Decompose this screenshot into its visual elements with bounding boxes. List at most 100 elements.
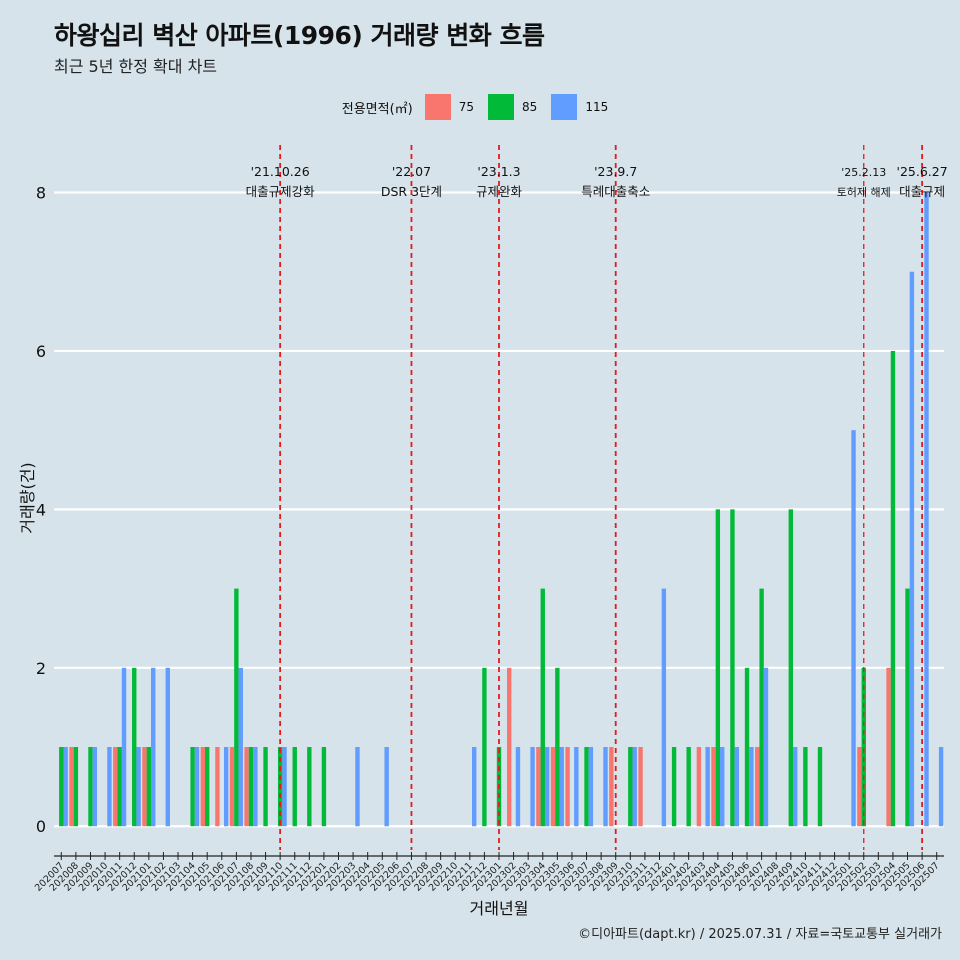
bar-115-202307 (588, 747, 594, 827)
bar-75-202404 (711, 747, 716, 827)
legend-key-85 (488, 94, 515, 120)
bar-75-202306 (565, 747, 570, 827)
bar-85-202406 (744, 667, 750, 827)
bar-85-202304 (540, 588, 545, 827)
bar-115-202304 (544, 747, 550, 827)
bar-85-202011 (117, 747, 122, 827)
bar-115-202306 (574, 747, 579, 827)
bar-85-202407 (759, 588, 764, 827)
bar-115-202010 (107, 747, 112, 827)
event-date-label: '25.2.13 (841, 166, 886, 179)
event-name-label: 특례대출축소 (581, 184, 650, 199)
bar-75-202311 (638, 747, 643, 827)
bar-85-202007 (59, 747, 64, 827)
bar-115-202110 (282, 747, 287, 827)
bar-75-202101 (142, 747, 147, 827)
event-name-label: 대출규제 (899, 184, 945, 199)
bar-85-202402 (686, 747, 691, 827)
bar-85-202112 (307, 747, 312, 827)
bar-75-202302 (507, 667, 512, 827)
bar-115-202505 (909, 271, 915, 827)
bar-75-202108 (244, 747, 249, 827)
legend-label-85: 85 (522, 100, 538, 114)
event-name-label: 대출규제강화 (246, 184, 316, 199)
bar-115-202403 (705, 747, 710, 827)
bar-85-202409 (788, 509, 793, 827)
bar-75-202502 (857, 747, 862, 827)
bar-115-202407 (763, 667, 769, 827)
chart-subtitle: 최근 5년 한정 확대 차트 (54, 57, 218, 76)
bar-85-202305 (555, 667, 560, 827)
event-date-label: '23.9.7 (594, 164, 637, 179)
bar-75-202106 (215, 747, 220, 827)
bar-85-202009 (88, 747, 93, 827)
event-name-label: 규제완화 (476, 184, 523, 199)
bar-115-202203 (355, 747, 360, 827)
legend-title: 전용면적(㎡) (341, 101, 413, 117)
y-tick-label: 8 (36, 184, 46, 203)
event-date-label: '25.6.27 (897, 164, 948, 179)
bar-85-202104 (190, 747, 195, 827)
bar-75-202107 (229, 747, 235, 827)
event-date-label: '21.10.26 (251, 164, 310, 179)
bar-115-202308 (603, 747, 608, 827)
bar-85-202505 (905, 588, 910, 827)
bar-75-202305 (550, 747, 556, 827)
bar-115-202305 (559, 747, 564, 827)
bar-115-202501 (851, 430, 856, 827)
legend-label-75: 75 (458, 100, 475, 114)
y-axis-title: 거래량(건) (18, 462, 37, 533)
bar-115-202507 (938, 747, 944, 827)
x-axis-title: 거래년월 (470, 899, 529, 918)
bar-85-202107 (234, 588, 239, 827)
bar-75-202105 (200, 747, 206, 827)
bar-85-202404 (715, 509, 721, 827)
legend: 전용면적(㎡) 75 85 115 (0, 92, 960, 122)
y-tick-label: 0 (36, 817, 46, 836)
bar-115-202205 (384, 747, 389, 827)
event-date-label: '22.07 (392, 164, 431, 179)
bar-85-202108 (248, 747, 254, 827)
bar-115-202108 (253, 747, 258, 827)
y-tick-label: 2 (36, 659, 46, 678)
bar-85-202111 (292, 747, 297, 827)
bar-115-202012 (136, 747, 141, 827)
bar-85-202109 (263, 747, 268, 827)
bar-75-202403 (696, 747, 702, 827)
bar-85-202307 (584, 747, 589, 827)
legend-label-115: 115 (585, 100, 609, 114)
bar-85-202504 (890, 350, 896, 827)
bar-75-202008 (69, 747, 74, 827)
bar-115-202302 (515, 747, 521, 827)
bar-115-202312 (661, 588, 667, 827)
bar-115-202409 (792, 747, 798, 827)
bar-115-202404 (720, 747, 725, 827)
bar-115-202007 (63, 747, 68, 827)
y-tick-label: 4 (36, 500, 46, 519)
bar-85-202012 (132, 667, 137, 827)
bar-85-202212 (482, 667, 487, 827)
bar-75-202407 (755, 747, 760, 827)
event-date-label: '23.1.3 (477, 164, 520, 179)
event-name-label: 토허제 해제 (837, 185, 891, 199)
event-name-label: DSR 3단계 (381, 184, 442, 199)
bar-115-202303 (530, 747, 535, 827)
bar-115-202506 (924, 192, 929, 827)
bar-75-202504 (886, 667, 891, 827)
bar-115-202102 (165, 667, 170, 827)
bar-115-202405 (734, 747, 740, 827)
legend-key-115 (551, 94, 578, 120)
bar-75-202309 (609, 747, 614, 827)
bar-75-202304 (536, 747, 541, 827)
bar-115-202107 (238, 667, 243, 827)
bar-85-202410 (803, 747, 808, 827)
bar-85-202411 (817, 747, 823, 827)
bar-85-202405 (730, 509, 735, 827)
bar-115-202310 (632, 747, 637, 827)
bar-115-202011 (121, 667, 127, 827)
bar-115-202009 (92, 747, 98, 827)
y-tick-label: 6 (36, 342, 46, 361)
chart-title: 하왕십리 벽산 아파트(1996) 거래량 변화 흐름 (54, 21, 545, 50)
bar-85-202105 (205, 747, 210, 827)
